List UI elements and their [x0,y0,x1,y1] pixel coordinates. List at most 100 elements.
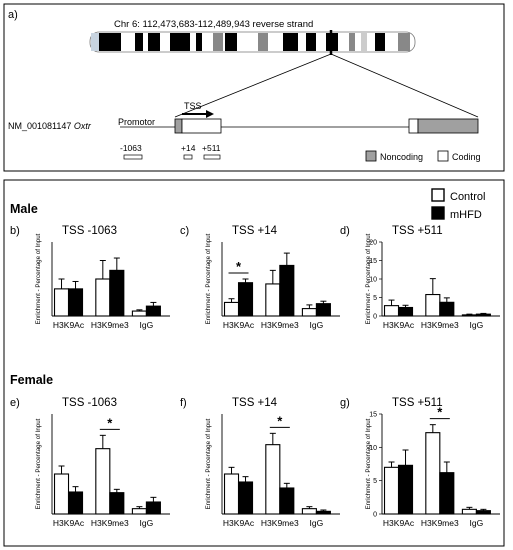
significance-star-e: * [107,415,113,430]
bar-c-control-h3k9ac [223,301,240,317]
amplicon-label-2: +14 [181,143,196,153]
bar-d-control-igg [461,314,477,317]
legend-coding-label: Coding [452,152,481,162]
bar-b-mhfd-h3k9me3 [109,269,125,317]
promotor-label: Promotor [118,117,155,127]
gene-label: NM_001081147 Oxtr [8,121,92,131]
panel-label-g: g) [340,397,350,409]
amplicon-box-1 [123,154,143,160]
exon2-noncoding [417,118,479,134]
bar-e-mhfd-h3k9me3 [109,492,125,515]
panel-a-label: a) [8,9,18,21]
amplicon-box-2 [183,154,193,160]
y-tick-label-d: 5 [373,295,377,302]
chart-title-d: TSS +511 [392,225,443,237]
chart-d: d) TSS +511 Enrichment - Percentage of Inp… [340,225,500,330]
y-axis-label-e: Enrichment - Percentage of Input [35,418,42,509]
bar-d-control-h3k9ac [383,305,400,317]
exon1-coding [181,118,222,134]
y-tick-label-g: 15 [369,412,377,419]
amplicon-label-1: -1063 [120,143,142,153]
bar-e-control-h3k9me3 [95,448,111,515]
x-tick-label-b: H3K9Ac [53,320,85,330]
y-tick-label-d: 0 [373,314,377,321]
bar-c-control-igg [301,308,317,317]
x-tick-label-c: IgG [310,320,324,330]
x-tick-label-c: H3K9me3 [261,320,299,330]
y-tick-label-d: 15 [369,258,377,265]
y-tick-label-g: 10 [369,445,377,452]
x-tick-label-c: H3K9Ac [223,320,255,330]
chromosome-ideogram [89,30,416,55]
zoom-line-right [330,53,479,118]
y-axis-label-g: Enrichment - Percentage of Input [365,418,372,509]
y-axis-label-b: Enrichment - Percentage of Input [35,233,42,324]
bar-b-mhfd-igg [145,305,161,317]
bar-g-mhfd-h3k9ac [397,464,414,515]
bar-f-control-h3k9me3 [265,444,281,515]
bar-f-mhfd-igg [315,510,331,515]
exon1-noncoding [174,118,183,134]
chart-title-b: TSS -1063 [62,225,117,237]
section-male: Male [10,202,38,216]
x-tick-label-e: H3K9Ac [53,518,85,528]
exon2-coding [408,118,419,134]
amplicon-label-3: +511 [202,143,221,153]
bar-b-control-h3k9ac [53,288,70,317]
bar-g-mhfd-igg [475,510,491,515]
significance-star-f: * [277,413,283,428]
amplicon-box-3 [203,154,221,160]
x-tick-label-b: H3K9me3 [91,320,129,330]
x-tick-label-f: H3K9me3 [261,518,299,528]
y-axis-label-c: Enrichment - Percentage of Input [205,233,212,324]
panel-bg-frame [3,179,505,547]
chart-title-f: TSS +14 [232,397,278,409]
bar-c-mhfd-h3k9ac [237,282,254,317]
chart-title-e: TSS -1063 [62,397,117,409]
chart-e: e) TSS -1063 Enrichment - Percentage of In… [10,397,170,528]
tss-label: TSS [184,101,202,111]
significance-star-g: * [437,405,443,420]
bar-f-mhfd-h3k9me3 [279,487,295,515]
x-tick-label-g: IgG [470,518,484,528]
zoom-line-left [174,53,332,118]
bar-g-control-igg [461,508,477,515]
y-tick-label-g: 5 [373,478,377,485]
x-tick-label-b: IgG [140,320,154,330]
bar-f-mhfd-h3k9ac [237,481,254,515]
panel-a-frame [3,3,505,172]
legend-noncoding-swatch [365,150,377,162]
chart-f: f) TSS +14 Enrichment - Percentage of Inpu… [180,397,340,528]
chart-title-g: TSS +511 [392,397,443,409]
bar-g-mhfd-h3k9me3 [439,472,455,515]
bar-d-mhfd-h3k9me3 [439,301,455,317]
bar-c-mhfd-h3k9me3 [279,264,295,317]
significance-star-c: * [236,259,242,274]
bar-c-mhfd-igg [315,303,331,317]
bar-c-control-h3k9me3 [265,283,281,317]
chromosome-text: Chr 6: 112,473,683-112,489,943 reverse s… [114,19,313,30]
chart-title-c: TSS +14 [232,225,278,237]
bar-b-control-h3k9me3 [95,278,111,317]
bar-g-control-h3k9me3 [425,432,441,515]
chart-b: b) TSS -1063 Enrichment - Percentage of In… [10,225,170,330]
legend-mhfd-label: mHFD [450,209,482,221]
bar-d-mhfd-h3k9ac [397,306,414,317]
x-tick-label-f: H3K9Ac [223,518,255,528]
bar-d-mhfd-igg [475,313,491,317]
legend-control-label: Control [450,191,485,203]
panel-label-c: c) [180,225,189,237]
bar-f-control-igg [301,508,317,515]
x-tick-label-g: H3K9Ac [383,518,415,528]
x-tick-label-d: IgG [470,320,484,330]
y-tick-label-g: 0 [373,512,377,519]
bar-b-mhfd-h3k9ac [67,288,84,317]
x-tick-label-e: H3K9me3 [91,518,129,528]
tss-arrow-icon [182,110,214,118]
panel-label-b: b) [10,225,20,237]
x-tick-label-d: H3K9Ac [383,320,415,330]
legend-coding-swatch [437,150,449,162]
chart-c: c) TSS +14 Enrichment - Percentage of Inpu… [180,225,340,330]
panel-label-d: d) [340,225,350,237]
